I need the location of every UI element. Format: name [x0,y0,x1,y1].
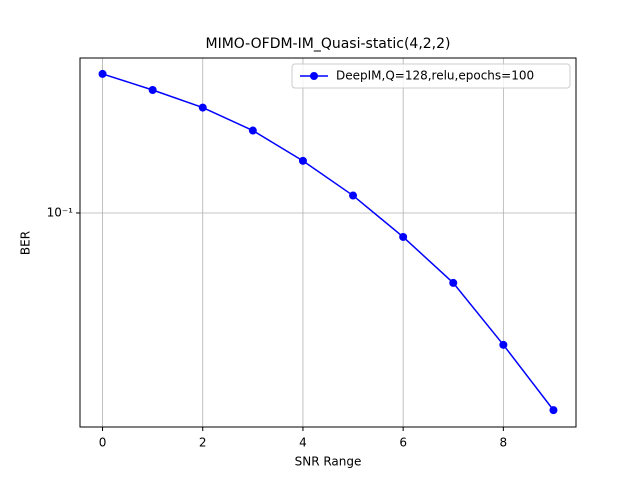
x-tick-label: 6 [399,436,407,450]
x-tick-label: 8 [500,436,508,450]
data-point [349,191,358,200]
legend-marker [310,72,318,80]
legend-box [291,63,571,89]
chart-title: MIMO-OFDM-IM_Quasi-static(4,2,2) [205,36,450,52]
y-axis-label: BER [19,231,33,255]
data-point [549,406,558,415]
x-tick-label: 0 [99,436,107,450]
legend-label: DeepIM,Q=128,relu,epochs=100 [336,69,534,83]
data-point [399,232,408,241]
x-axis-label: SNR Range [295,455,362,469]
data-point [148,85,157,94]
data-point [98,69,107,78]
data-point [499,340,508,349]
data-line [102,73,555,411]
y-tick-label: 10⁻¹ [47,205,74,219]
data-point [198,103,207,112]
data-point [248,126,257,135]
data-point [449,278,458,287]
plot-frame [79,57,577,428]
x-tick-label: 4 [299,436,307,450]
data-point [298,156,307,165]
x-tick-label: 2 [199,436,207,450]
